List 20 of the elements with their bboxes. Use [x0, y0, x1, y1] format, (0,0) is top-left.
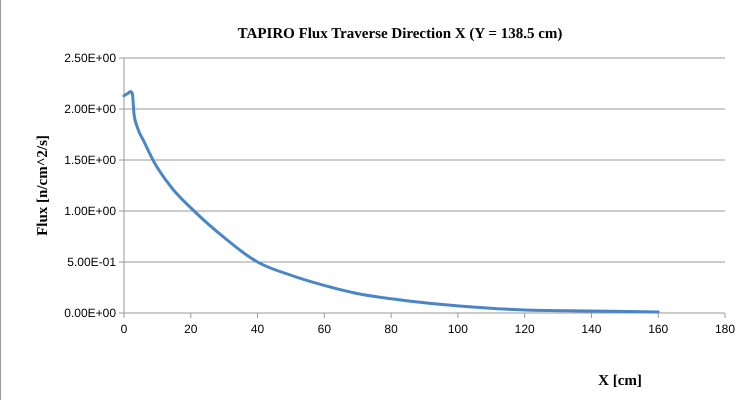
x-tick-label: 160	[648, 322, 669, 336]
y-tick-label: 2.50E+00	[64, 51, 116, 65]
y-tick-label: 2.00E+00	[64, 102, 116, 116]
y-tick-label: 1.50E+00	[64, 153, 116, 167]
x-tick-label: 0	[120, 322, 128, 336]
y-tick-label: 5.00E-01	[67, 255, 116, 269]
x-tick-label: 60	[318, 322, 332, 336]
x-tick-label: 180	[714, 322, 736, 336]
line-series	[122, 90, 660, 314]
x-axis-title: X [cm]	[598, 373, 642, 389]
y-axis-title: Flux [n/cm^2/s]	[35, 135, 51, 236]
x-tick-label: 120	[514, 322, 535, 336]
x-tick-label: 140	[581, 322, 602, 336]
x-tick-label: 100	[448, 322, 468, 336]
y-tick-label: 1.00E+00	[64, 204, 116, 218]
y-tick-label: 0.00E+00	[64, 306, 116, 320]
x-tick-label: 40	[250, 322, 265, 336]
chart-title: TAPIRO Flux Traverse Direction X (Y = 138.5 cm)	[238, 26, 562, 42]
x-tick-label: 20	[184, 322, 198, 336]
x-tick-label: 80	[384, 322, 398, 336]
